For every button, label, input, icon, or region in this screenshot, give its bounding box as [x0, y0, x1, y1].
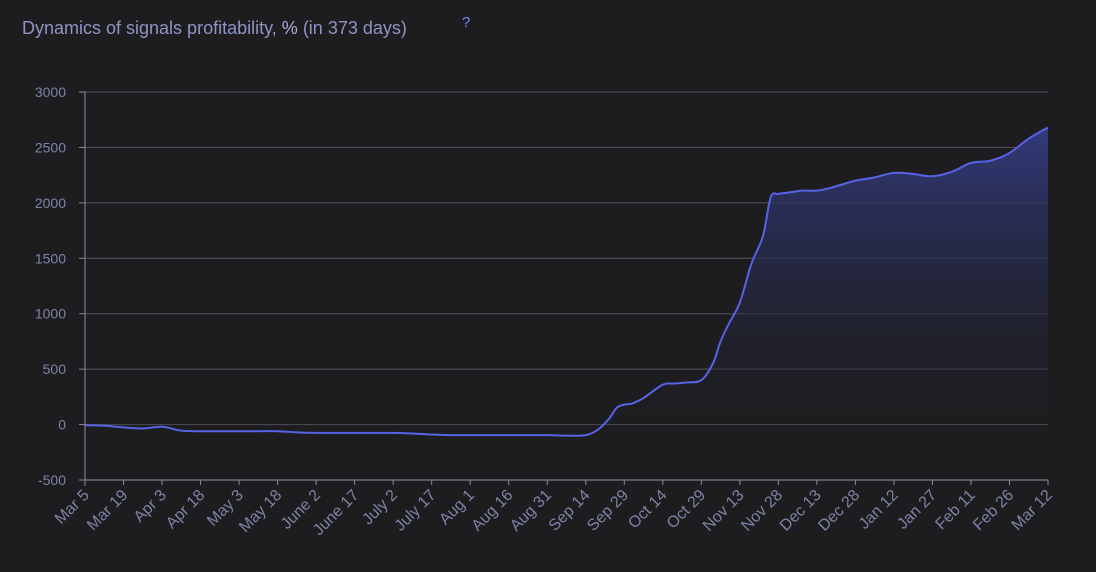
x-tick-label: Aug 16 — [469, 487, 517, 535]
x-tick-label: Apr 18 — [163, 487, 208, 532]
axes — [84, 92, 1048, 486]
x-tick-label: July 17 — [392, 487, 440, 535]
x-tick-label: Nov 13 — [700, 487, 748, 535]
x-tick-label: May 18 — [236, 487, 285, 536]
y-tick-label: 1000 — [35, 306, 66, 322]
y-tick-label: 1500 — [35, 250, 66, 266]
chart-title-period: (in 373 days) — [302, 18, 407, 38]
x-tick-label: Jan 27 — [894, 487, 940, 533]
y-tick-label: 2000 — [35, 195, 66, 211]
y-tick-label: -500 — [38, 472, 66, 488]
x-tick-label: Oct 14 — [625, 487, 670, 532]
y-tick-label: 2500 — [35, 139, 66, 155]
y-tick-labels: -500 0 500 1000 1500 2000 2500 3000 — [35, 84, 66, 488]
area-layer — [84, 126, 1049, 437]
x-tick-label: Sep 29 — [584, 487, 632, 535]
y-tick-label: 500 — [43, 361, 67, 377]
x-tick-label: Sep 14 — [546, 487, 594, 535]
x-tick-label: Mar 19 — [84, 487, 131, 534]
y-tick-label: 3000 — [35, 84, 66, 100]
chart-title-main: Dynamics of signals profitability, — [22, 18, 277, 38]
x-tick-label: Feb 11 — [932, 487, 978, 533]
chart-title: Dynamics of signals profitability, % (in… — [22, 18, 407, 39]
x-tick-label: Dec 28 — [815, 487, 863, 535]
x-tick-label: Aug 31 — [507, 487, 555, 535]
x-tick-label: Mar 12 — [1009, 487, 1056, 534]
chart-title-unit: % — [281, 18, 298, 38]
x-tick-label: Dec 13 — [777, 487, 825, 535]
x-tick-label: Nov 28 — [738, 487, 786, 535]
y-tick-label: 0 — [58, 417, 66, 433]
series-area — [85, 127, 1048, 436]
x-tick-label: Jan 12 — [856, 487, 902, 533]
help-question-icon[interactable]: ? — [462, 14, 471, 31]
x-tick-label: Feb 26 — [970, 487, 1017, 534]
series-line — [84, 126, 1049, 437]
